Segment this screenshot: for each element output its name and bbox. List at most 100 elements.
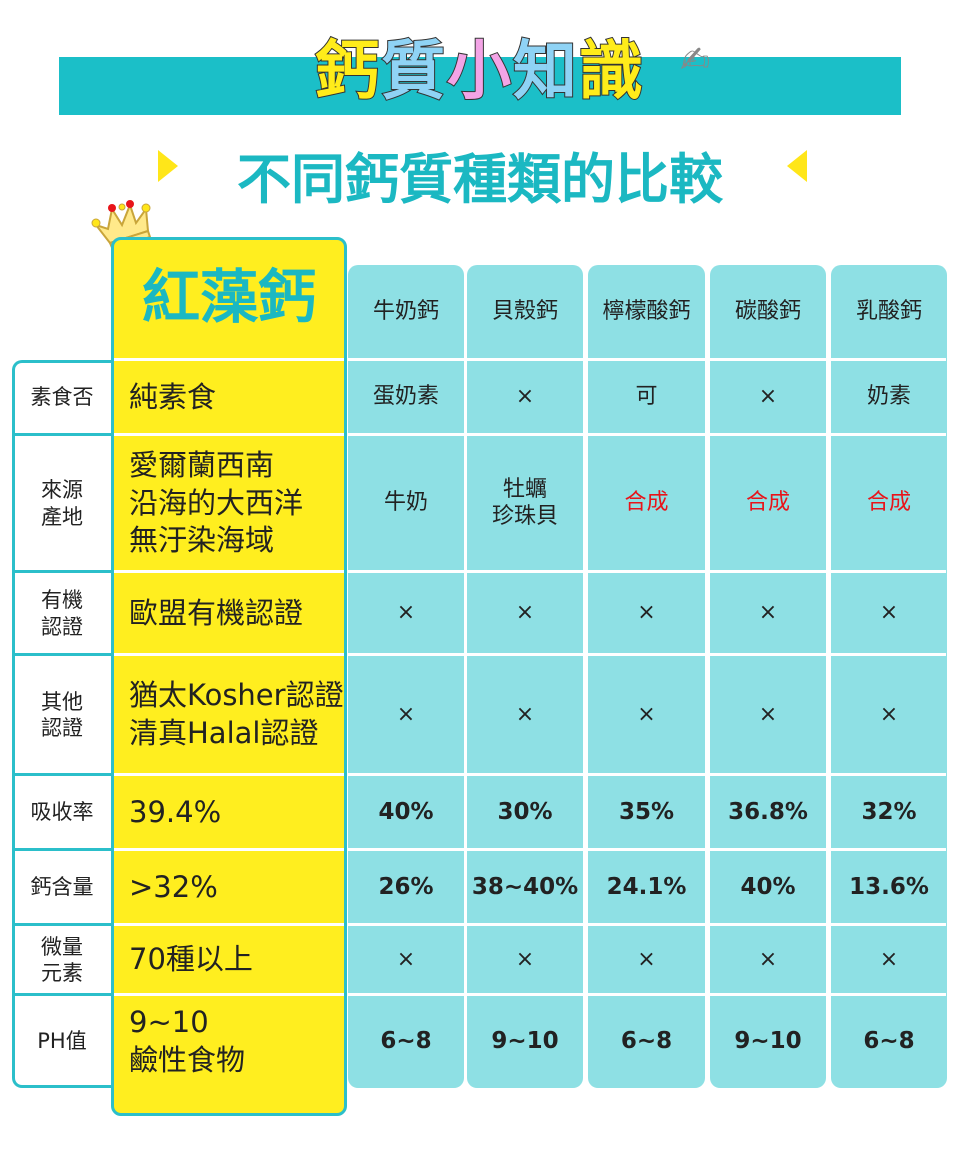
table-cell: 26% bbox=[378, 873, 434, 900]
table-cell: 9~10 bbox=[734, 1027, 802, 1054]
table-cell: 13.6% bbox=[849, 873, 929, 900]
featured-value: 純素食 bbox=[129, 379, 217, 414]
featured-value: >32% bbox=[129, 869, 218, 904]
table-cell: × bbox=[758, 600, 778, 626]
featured-value: 歐盟有機認證 bbox=[129, 595, 304, 630]
table-cell: × bbox=[515, 701, 535, 727]
table-cell: 牡蠣 珍珠貝 bbox=[491, 477, 558, 529]
column-1 bbox=[467, 265, 583, 1088]
featured-value: 9~10 鹼性食物 bbox=[129, 1004, 246, 1077]
row-divider bbox=[348, 923, 946, 926]
column-header: 貝殼鈣 bbox=[491, 299, 558, 325]
column-2 bbox=[588, 265, 705, 1088]
table-cell: 牛奶 bbox=[383, 490, 428, 516]
label-divider bbox=[12, 848, 112, 851]
triangle-right-icon bbox=[158, 150, 178, 182]
table-cell: × bbox=[879, 701, 899, 727]
featured-name: 紅藻鈣 bbox=[141, 263, 316, 331]
label-divider bbox=[12, 773, 112, 776]
table-cell: × bbox=[758, 384, 778, 410]
row-label: 吸收率 bbox=[30, 800, 94, 825]
table-cell: × bbox=[515, 600, 535, 626]
table-cell: × bbox=[879, 946, 899, 972]
table-cell: 蛋奶素 bbox=[372, 384, 439, 410]
table-cell: 9~10 bbox=[491, 1027, 559, 1054]
table-cell: 40% bbox=[740, 873, 796, 900]
table-cell: × bbox=[515, 946, 535, 972]
table-cell: 合成 bbox=[745, 490, 790, 516]
row-label: 微量 元素 bbox=[41, 934, 83, 985]
row-divider bbox=[114, 653, 344, 656]
row-divider bbox=[114, 358, 344, 361]
column-header: 乳酸鈣 bbox=[855, 299, 922, 325]
triangle-left-icon bbox=[787, 150, 807, 182]
page-title: 鈣質小知識 bbox=[0, 20, 960, 112]
row-label: 其他 認證 bbox=[41, 689, 83, 740]
row-divider bbox=[348, 848, 946, 851]
table-cell: 6~8 bbox=[863, 1027, 915, 1054]
title-banner bbox=[59, 57, 901, 115]
table-cell: 奶素 bbox=[866, 384, 911, 410]
table-cell: 24.1% bbox=[606, 873, 687, 900]
label-divider bbox=[12, 570, 112, 573]
row-label: 鈣含量 bbox=[30, 875, 94, 900]
row-labels-column bbox=[12, 360, 112, 1088]
table-cell: 36.8% bbox=[728, 798, 808, 825]
label-divider bbox=[12, 653, 112, 656]
column-header: 碳酸鈣 bbox=[734, 299, 801, 325]
row-divider bbox=[114, 993, 344, 996]
row-divider bbox=[348, 773, 946, 776]
table-cell: × bbox=[758, 946, 778, 972]
subtitle: 不同鈣質種類的比較 bbox=[237, 148, 723, 211]
row-divider bbox=[114, 433, 344, 436]
table-cell: 可 bbox=[635, 384, 658, 410]
title-char: 質 bbox=[380, 34, 447, 110]
featured-value: 70種以上 bbox=[129, 942, 253, 977]
title-char: 知 bbox=[512, 34, 579, 110]
table-cell: × bbox=[396, 701, 416, 727]
table-cell: × bbox=[879, 600, 899, 626]
row-label: 來源 產地 bbox=[41, 478, 83, 529]
column-header: 牛奶鈣 bbox=[372, 299, 439, 325]
row-label: 素食否 bbox=[30, 385, 94, 410]
table-cell: 38~40% bbox=[471, 873, 579, 900]
row-divider bbox=[114, 570, 344, 573]
row-divider bbox=[114, 923, 344, 926]
table-cell: 6~8 bbox=[380, 1027, 432, 1054]
table-cell: × bbox=[637, 600, 656, 626]
title-char: 識 bbox=[578, 34, 645, 110]
row-divider bbox=[114, 848, 344, 851]
table-cell: × bbox=[396, 946, 416, 972]
row-label: 有機 認證 bbox=[41, 588, 83, 639]
title-char: 鈣 bbox=[314, 34, 381, 110]
table-cell: 35% bbox=[618, 798, 675, 825]
featured-value: 39.4% bbox=[129, 794, 222, 829]
table-cell: × bbox=[758, 701, 778, 727]
table-cell: × bbox=[515, 384, 535, 410]
row-divider bbox=[348, 570, 946, 573]
featured-value: 猶太Kosher認證 清真Halal認證 bbox=[129, 678, 344, 750]
table-cell: × bbox=[637, 701, 656, 727]
featured-column bbox=[111, 237, 347, 1116]
table-cell: × bbox=[396, 600, 416, 626]
label-divider bbox=[12, 993, 112, 996]
column-0 bbox=[348, 265, 464, 1088]
column-4 bbox=[831, 265, 947, 1088]
table-cell: 32% bbox=[861, 798, 917, 825]
table-cell: × bbox=[637, 946, 656, 972]
column-header: 檸檬酸鈣 bbox=[602, 299, 691, 325]
pencil-icon: ✍ bbox=[680, 40, 711, 81]
row-divider bbox=[114, 773, 344, 776]
row-label: PH值 bbox=[37, 1029, 87, 1054]
label-divider bbox=[12, 923, 112, 926]
featured-value: 愛爾蘭西南 沿海的大西洋 無汙染海域 bbox=[129, 447, 304, 558]
row-divider bbox=[348, 653, 946, 656]
table-cell: 6~8 bbox=[620, 1027, 673, 1054]
row-divider bbox=[348, 433, 946, 436]
row-divider bbox=[348, 358, 946, 361]
table-cell: 40% bbox=[378, 798, 434, 825]
label-divider bbox=[12, 433, 112, 436]
table-cell: 合成 bbox=[624, 490, 669, 516]
column-3 bbox=[710, 265, 826, 1088]
title-char: 小 bbox=[446, 34, 513, 110]
